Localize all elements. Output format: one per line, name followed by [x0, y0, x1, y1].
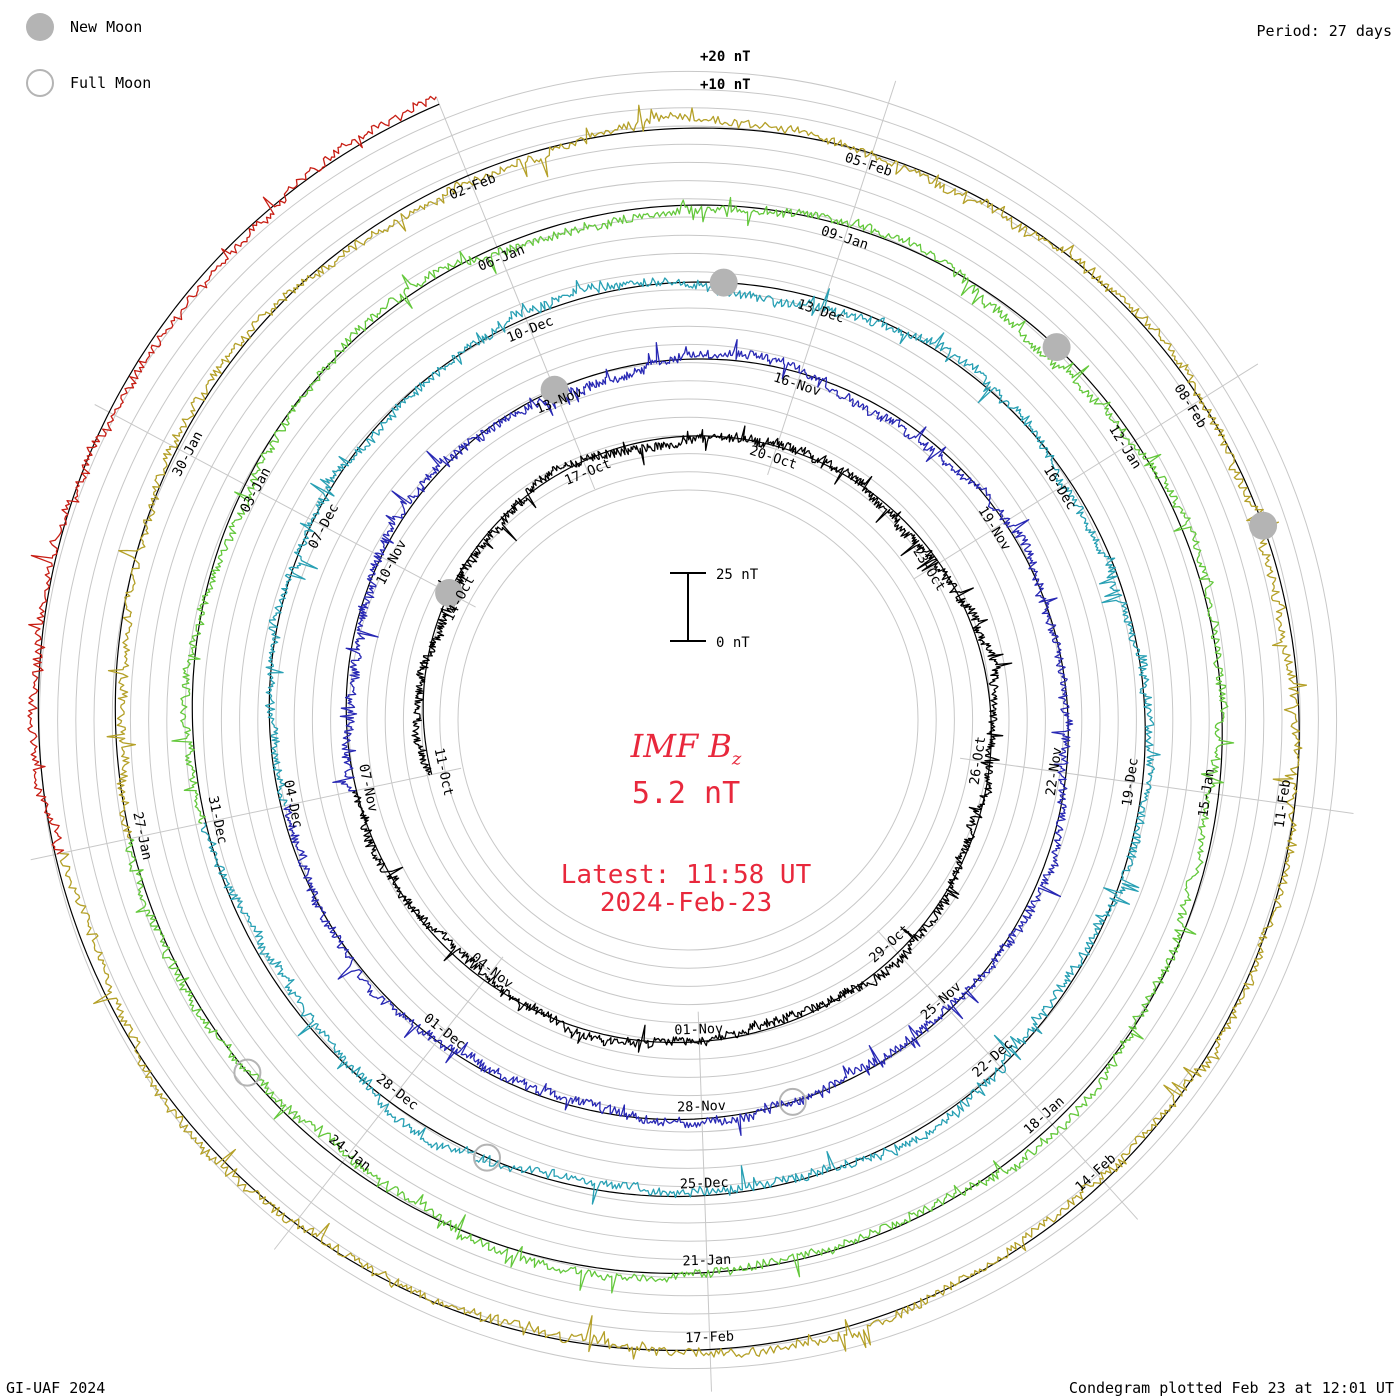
data-traces [27, 95, 1308, 1360]
grid-circle [220, 252, 1156, 1188]
grid-circle [330, 362, 1046, 1078]
grid-circle [239, 271, 1137, 1169]
date-label: 13-Dec [795, 296, 846, 326]
date-label: 21-Jan [682, 1252, 731, 1270]
date-label: 27-Jan [129, 810, 155, 861]
footer-credit: GI-UAF 2024 [6, 1379, 106, 1397]
date-label: 09-Jan [819, 223, 870, 253]
grid-circle [75, 107, 1301, 1333]
day-spoke [697, 1011, 712, 1392]
latest-date: 2024-Feb-23 [599, 888, 773, 918]
trace-rotation-2 [200, 277, 1161, 1205]
day-spoke [877, 930, 1139, 1220]
legend-full-moon: Full Moon [26, 69, 151, 97]
grid-circle [202, 234, 1174, 1206]
period-label: Period: 27 days [1256, 22, 1392, 40]
scale-top-label: 25 nT [716, 567, 759, 583]
grid-circle [129, 161, 1247, 1279]
date-label: 01-Nov [674, 1021, 723, 1039]
grid-circle [311, 343, 1065, 1097]
center-title-sub: z [731, 748, 742, 770]
grid-circle [57, 89, 1319, 1351]
grid-circle [184, 216, 1192, 1224]
grid-circle [457, 489, 919, 951]
trace-rotation-0 [352, 425, 1013, 1053]
new-moon-marker [709, 268, 738, 297]
new-moon-marker [435, 579, 464, 607]
legend-new-moon: New Moon [26, 13, 142, 41]
day-spokes [30, 80, 1354, 1392]
date-label: 06-Jan [476, 242, 527, 275]
trace-rotation-5 [27, 95, 437, 855]
new-moon-marker [1249, 511, 1278, 540]
date-label: 11-Feb [1272, 778, 1295, 829]
grid-circle [148, 180, 1228, 1260]
date-label: 20-Oct [748, 443, 799, 473]
date-label: 26-Oct [967, 735, 990, 786]
full-moon-marker [473, 1143, 501, 1172]
grid-circle [93, 125, 1283, 1315]
date-label: 19-Dec [1119, 757, 1142, 808]
day-spoke [30, 767, 462, 861]
center-title-var: B [708, 727, 732, 765]
new-moon-marker [540, 375, 569, 404]
grid-circle [275, 307, 1101, 1133]
day-spoke [273, 956, 504, 1250]
ring-scale-labels: +20 nT +10 nT [700, 49, 751, 93]
ring-label-10nT: +10 nT [700, 77, 751, 93]
day-spoke [960, 757, 1354, 814]
date-label: 22-Nov [1043, 746, 1066, 797]
date-label: 16-Nov [771, 369, 822, 399]
grid-circle [166, 198, 1210, 1242]
grid-circle [366, 398, 1010, 1042]
grid-circle [439, 471, 937, 969]
day-spoke [767, 80, 897, 476]
moon-markers [233, 268, 1278, 1172]
grid-circle [402, 434, 974, 1006]
center-title-text: IMF [630, 727, 699, 765]
latest-time: Latest: 11:58 UT [560, 860, 812, 890]
date-label: 28-Nov [677, 1098, 726, 1116]
date-label: 15-Jan [1195, 768, 1218, 819]
footer-plotted: Condegram plotted Feb 23 at 12:01 UT [1068, 1379, 1394, 1397]
grid-circle [348, 380, 1028, 1060]
new-moon-swatch [26, 13, 54, 41]
full-moon-label: Full Moon [70, 74, 152, 92]
trace-rotation-3 [125, 196, 1235, 1294]
center-value: 5.2 nT [631, 776, 741, 811]
grid-circle [111, 143, 1265, 1297]
full-moon-marker [778, 1087, 807, 1116]
scale-bar: 25 nT 0 nT [670, 567, 759, 651]
new-moon-marker [1042, 333, 1071, 362]
date-label: 25-Dec [680, 1175, 729, 1193]
trace-rotation-1 [283, 339, 1074, 1137]
new-moon-label: New Moon [70, 18, 143, 36]
ring-label-20nT: +20 nT [700, 49, 751, 65]
date-label: 17-Feb [685, 1329, 734, 1347]
grid-circle [38, 70, 1338, 1370]
center-title: IMF Bz [0, 727, 1372, 769]
scale-bottom-label: 0 nT [716, 635, 750, 651]
full-moon-swatch [26, 69, 54, 97]
day-spoke [94, 404, 476, 608]
grid-circle [257, 289, 1119, 1151]
full-moon-marker [233, 1058, 262, 1087]
trace-rotation-4 [59, 104, 1308, 1360]
day-spoke [435, 96, 596, 490]
grid-circle [293, 325, 1083, 1115]
day-spoke [913, 363, 1259, 580]
